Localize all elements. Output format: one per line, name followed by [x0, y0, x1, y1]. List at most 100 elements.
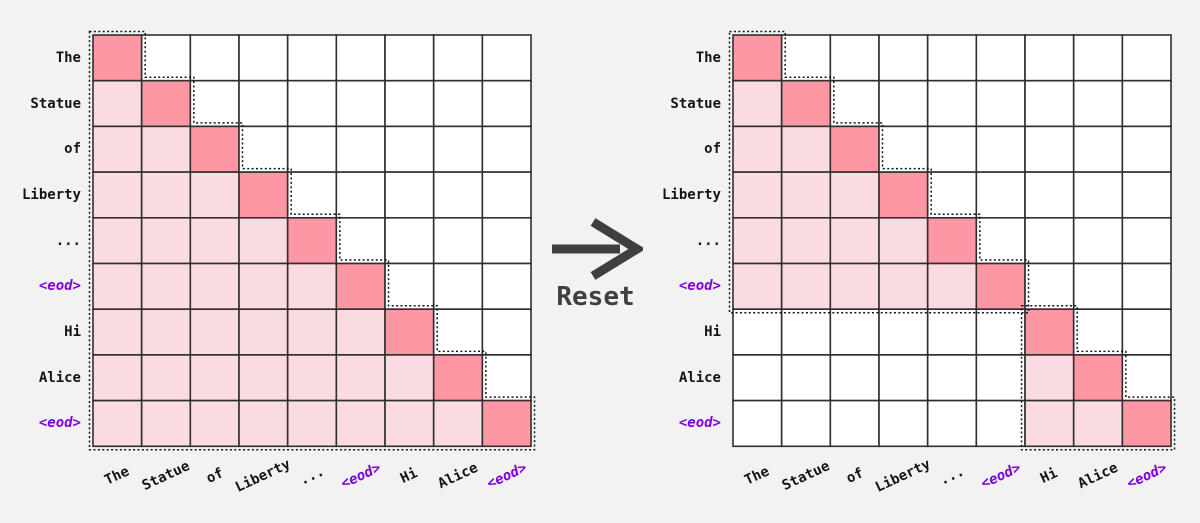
mask-cell	[140, 354, 192, 402]
mask-cell	[878, 354, 929, 402]
mask-cell	[481, 125, 532, 173]
mask-cell	[1072, 354, 1124, 402]
mask-cell	[1024, 399, 1075, 448]
mask-cell	[1121, 125, 1172, 173]
mask-cell	[140, 171, 192, 219]
mask-cell	[189, 262, 240, 311]
mask-cell	[238, 399, 289, 448]
mask-cell	[975, 125, 1026, 173]
col-label-3: Liberty	[233, 456, 294, 497]
mask-cell	[732, 399, 783, 448]
col-label-1: Statue	[779, 458, 833, 495]
row-label-4: ...	[55, 232, 81, 249]
col-label-5: <eod>	[338, 460, 384, 493]
row-label-7: Alice	[38, 369, 81, 386]
mask-cell	[1024, 262, 1075, 311]
col-label-8: <eod>	[1124, 460, 1170, 493]
mask-cell	[384, 171, 435, 219]
col-label-4: ...	[297, 463, 327, 489]
mask-cell	[384, 262, 435, 311]
mask-cell	[432, 34, 484, 82]
mask-cell	[335, 171, 386, 219]
mask-cell	[1072, 308, 1124, 356]
mask-cell	[1024, 34, 1075, 82]
mask-cell	[1072, 262, 1124, 311]
mask-cell	[384, 399, 435, 448]
mask-cell	[335, 79, 386, 128]
mask-cell	[829, 399, 880, 448]
mask-cell	[878, 125, 929, 173]
mask-cell	[878, 79, 929, 128]
row-label-6: Hi	[64, 324, 81, 341]
mask-cell	[189, 308, 240, 356]
mask-cell	[238, 79, 289, 128]
row-label-2: of	[704, 141, 721, 158]
mask-cell	[189, 399, 240, 448]
mask-cell	[780, 171, 832, 219]
mask-cell	[92, 399, 143, 448]
mask-cell	[829, 125, 880, 173]
mask-cell	[286, 354, 338, 402]
mask-cell	[878, 262, 929, 311]
mask-cell	[732, 354, 783, 402]
mask-cell	[926, 34, 978, 82]
mask-cell	[829, 171, 880, 219]
mask-cell	[335, 125, 386, 173]
mask-cell	[926, 79, 978, 128]
mask-cell	[432, 125, 484, 173]
mask-cell	[335, 354, 386, 402]
mask-cell	[140, 308, 192, 356]
mask-cell	[189, 34, 240, 82]
mask-cell	[732, 217, 783, 265]
mask-cell	[384, 79, 435, 128]
mask-cell	[238, 354, 289, 402]
mask-cell	[432, 262, 484, 311]
mask-cell	[1024, 308, 1075, 356]
mask-cell	[975, 217, 1026, 265]
mask-cell	[1072, 171, 1124, 219]
mask-cell	[481, 34, 532, 82]
mask-cell	[432, 217, 484, 265]
mask-cell	[238, 308, 289, 356]
mask-cell	[92, 262, 143, 311]
mask-cell	[926, 125, 978, 173]
arrow-head	[590, 218, 643, 280]
mask-cell	[189, 354, 240, 402]
mask-cell	[432, 79, 484, 128]
mask-cell	[335, 262, 386, 311]
col-label-7: Alice	[1075, 460, 1121, 493]
mask-cell	[432, 171, 484, 219]
mask-cell	[140, 125, 192, 173]
mask-cell	[1121, 262, 1172, 311]
mask-cell	[829, 34, 880, 82]
mask-cell	[1121, 217, 1172, 265]
row-label-8: <eod>	[38, 415, 81, 432]
row-label-3: Liberty	[661, 186, 721, 203]
row-label-3: Liberty	[21, 186, 81, 203]
mask-cell	[481, 79, 532, 128]
mask-cell	[92, 125, 143, 173]
mask-cell	[780, 354, 832, 402]
mask-cell	[140, 399, 192, 448]
reset-attention-mask-grid	[728, 30, 1176, 451]
mask-cell	[286, 308, 338, 356]
mask-cell	[481, 354, 532, 402]
mask-cell	[780, 34, 832, 82]
mask-cell	[780, 262, 832, 311]
mask-cell	[780, 308, 832, 356]
mask-cell	[1024, 217, 1075, 265]
row-label-7: Alice	[678, 369, 721, 386]
mask-cell	[92, 79, 143, 128]
mask-cell	[335, 34, 386, 82]
mask-cell	[92, 308, 143, 356]
row-label-6: Hi	[704, 324, 721, 341]
mask-cell	[926, 262, 978, 311]
mask-cell	[335, 399, 386, 448]
mask-cell	[732, 308, 783, 356]
mask-cell	[1121, 171, 1172, 219]
mask-cell	[732, 171, 783, 219]
mask-cell	[481, 399, 532, 448]
causal-attention-mask-grid	[88, 30, 536, 451]
row-label-5: <eod>	[38, 278, 81, 295]
